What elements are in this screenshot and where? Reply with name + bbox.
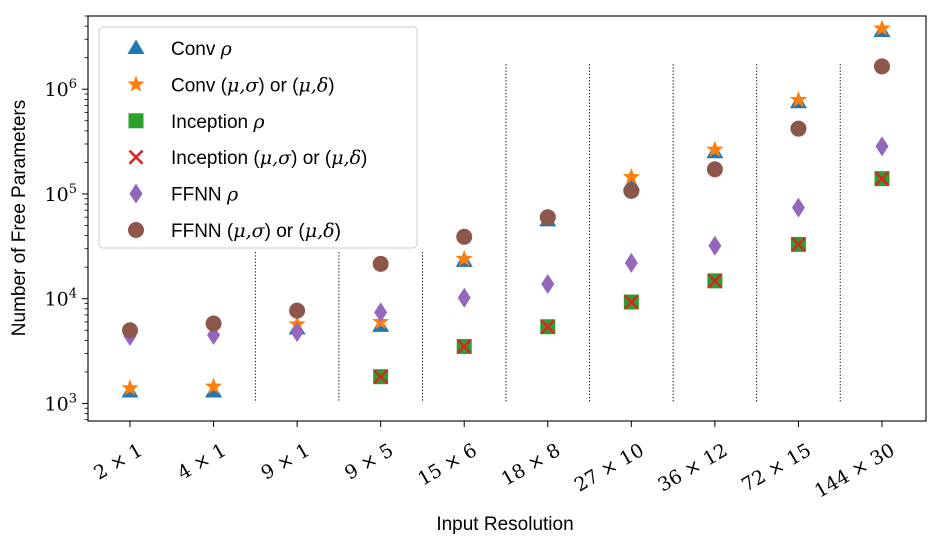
legend-marker (129, 183, 143, 204)
data-point (373, 369, 389, 385)
data-point (121, 379, 139, 396)
plot-frame (87, 15, 927, 422)
y-axis-label: Number of Free Parameters (9, 100, 30, 337)
data-point (874, 58, 890, 75)
data-point (789, 90, 807, 108)
data-points (121, 19, 891, 398)
legend-marker (127, 75, 145, 92)
legend-label: Inception (μ,σ) or (μ,δ) (171, 147, 367, 169)
legend-marker (128, 222, 144, 238)
legend-marker (128, 113, 144, 129)
data-point (456, 339, 472, 354)
data-point (457, 287, 471, 308)
data-point (874, 171, 890, 187)
legend-marker (127, 39, 145, 54)
data-point (455, 249, 473, 267)
data-point (622, 168, 640, 185)
data-point (540, 319, 556, 335)
data-point (372, 255, 389, 272)
series-circle (122, 58, 890, 339)
x-tick-label: 72 × 15 (738, 439, 815, 496)
data-point (790, 120, 807, 137)
data-point (122, 322, 138, 339)
data-point (624, 252, 638, 273)
legend-label: FFNN ρ (171, 184, 239, 206)
legend-label: Conv ρ (171, 38, 233, 60)
data-point (374, 302, 388, 323)
data-point (541, 274, 555, 295)
data-point (706, 161, 723, 178)
data-point (873, 19, 891, 36)
x-tick-label: 36 × 12 (654, 439, 731, 496)
data-point (707, 273, 723, 289)
data-point (791, 197, 805, 218)
data-point (708, 235, 722, 256)
data-point (706, 140, 724, 157)
data-point (290, 322, 304, 343)
legend: Conv ρ Conv (μ,σ) or (μ,δ) Inception ρ Ince… (98, 26, 418, 249)
x-axis-label: Input Resolution (436, 514, 573, 535)
series-square (373, 171, 890, 385)
x-axis-ticks: 2 × 1 4 × 1 9 × 1 9 × 5 15 × 6 18 × 8 27 × 10 3… (90, 421, 899, 503)
category-separators (254, 64, 841, 402)
legend-box (98, 26, 418, 249)
data-point (205, 377, 223, 394)
x-tick-label: 2 × 1 (90, 439, 146, 484)
x-tick-label: 4 × 1 (174, 439, 230, 484)
data-point (791, 236, 806, 252)
data-point (289, 302, 306, 319)
y-tick-label: 103 (45, 391, 77, 415)
legend-marker (128, 149, 144, 165)
data-point (623, 182, 640, 199)
legend-label: Conv (μ,σ) or (μ,δ) (171, 74, 335, 96)
data-point (456, 228, 473, 245)
series-x (373, 171, 890, 385)
data-point (539, 209, 556, 226)
x-tick-label: 27 × 10 (571, 439, 648, 496)
x-tick-label: 9 × 1 (257, 439, 313, 484)
x-tick-label: 18 × 8 (498, 439, 565, 490)
legend-label: FFNN (μ,σ) or (μ,δ) (171, 220, 341, 242)
legend-label: Inception ρ (171, 111, 265, 133)
x-tick-label: 15 × 6 (414, 439, 481, 490)
data-point (875, 136, 889, 157)
y-tick-label: 104 (45, 287, 77, 311)
y-axis-ticks: 103 104 105 106 (45, 15, 88, 421)
y-tick-label: 106 (45, 77, 77, 101)
x-tick-label: 144 × 30 (811, 439, 899, 502)
y-tick-label: 105 (45, 182, 77, 206)
x-tick-label: 9 × 5 (341, 439, 397, 484)
data-point (205, 315, 222, 332)
data-point (623, 294, 639, 310)
